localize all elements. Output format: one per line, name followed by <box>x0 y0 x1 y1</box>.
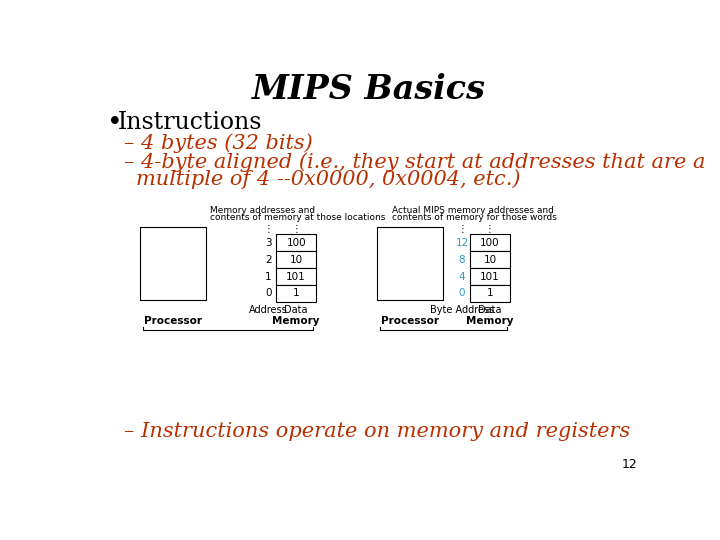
Text: Byte Address: Byte Address <box>430 305 494 315</box>
Text: 0: 0 <box>459 288 465 299</box>
Bar <box>276 285 316 302</box>
Text: 2: 2 <box>265 255 271 265</box>
Text: 101: 101 <box>480 272 500 281</box>
Text: •: • <box>107 110 122 135</box>
Text: 3: 3 <box>265 238 271 248</box>
Bar <box>276 268 316 285</box>
Bar <box>377 226 443 300</box>
Text: – 4-byte aligned (i.e., they start at addresses that are a: – 4-byte aligned (i.e., they start at ad… <box>124 153 706 172</box>
Text: 100: 100 <box>480 238 500 248</box>
Text: Data: Data <box>478 305 502 315</box>
Text: 1: 1 <box>487 288 493 299</box>
Text: 12: 12 <box>621 458 637 471</box>
Text: Memory: Memory <box>272 316 320 326</box>
Text: multiple of 4 --0x0000, 0x0004, etc.): multiple of 4 --0x0000, 0x0004, etc.) <box>137 169 521 188</box>
Bar <box>469 251 510 268</box>
Text: MIPS Basics: MIPS Basics <box>252 73 486 106</box>
Text: – 4 bytes (32 bits): – 4 bytes (32 bits) <box>124 133 313 153</box>
Text: contents of memory for those words: contents of memory for those words <box>392 213 557 221</box>
Text: 4: 4 <box>459 272 465 281</box>
Text: ⋮: ⋮ <box>485 224 495 234</box>
Text: Actual MIPS memory addresses and: Actual MIPS memory addresses and <box>392 206 554 215</box>
Text: 1: 1 <box>293 288 300 299</box>
Text: ⋮: ⋮ <box>292 224 301 234</box>
Bar <box>469 285 510 302</box>
Bar <box>469 268 510 285</box>
Text: Address: Address <box>249 305 287 315</box>
Text: ⋮: ⋮ <box>457 224 467 234</box>
Text: 1: 1 <box>265 272 271 281</box>
Text: Processor: Processor <box>381 316 438 326</box>
Text: Memory addresses and: Memory addresses and <box>210 206 315 215</box>
Text: 12: 12 <box>455 238 469 248</box>
Text: Data: Data <box>284 305 308 315</box>
Bar <box>469 234 510 251</box>
Text: 10: 10 <box>289 255 302 265</box>
Text: contents of memory at those locations: contents of memory at those locations <box>210 213 385 221</box>
Text: 100: 100 <box>287 238 306 248</box>
Text: 10: 10 <box>483 255 497 265</box>
Text: – Instructions operate on memory and registers: – Instructions operate on memory and reg… <box>124 422 630 441</box>
Text: Instructions: Instructions <box>118 111 262 134</box>
Bar <box>140 226 206 300</box>
Text: Memory: Memory <box>466 316 513 326</box>
Bar <box>276 251 316 268</box>
Text: Processor: Processor <box>144 316 202 326</box>
Text: ⋮: ⋮ <box>264 224 273 234</box>
Text: 8: 8 <box>459 255 465 265</box>
Bar <box>276 234 316 251</box>
Text: 0: 0 <box>265 288 271 299</box>
Text: 101: 101 <box>287 272 306 281</box>
